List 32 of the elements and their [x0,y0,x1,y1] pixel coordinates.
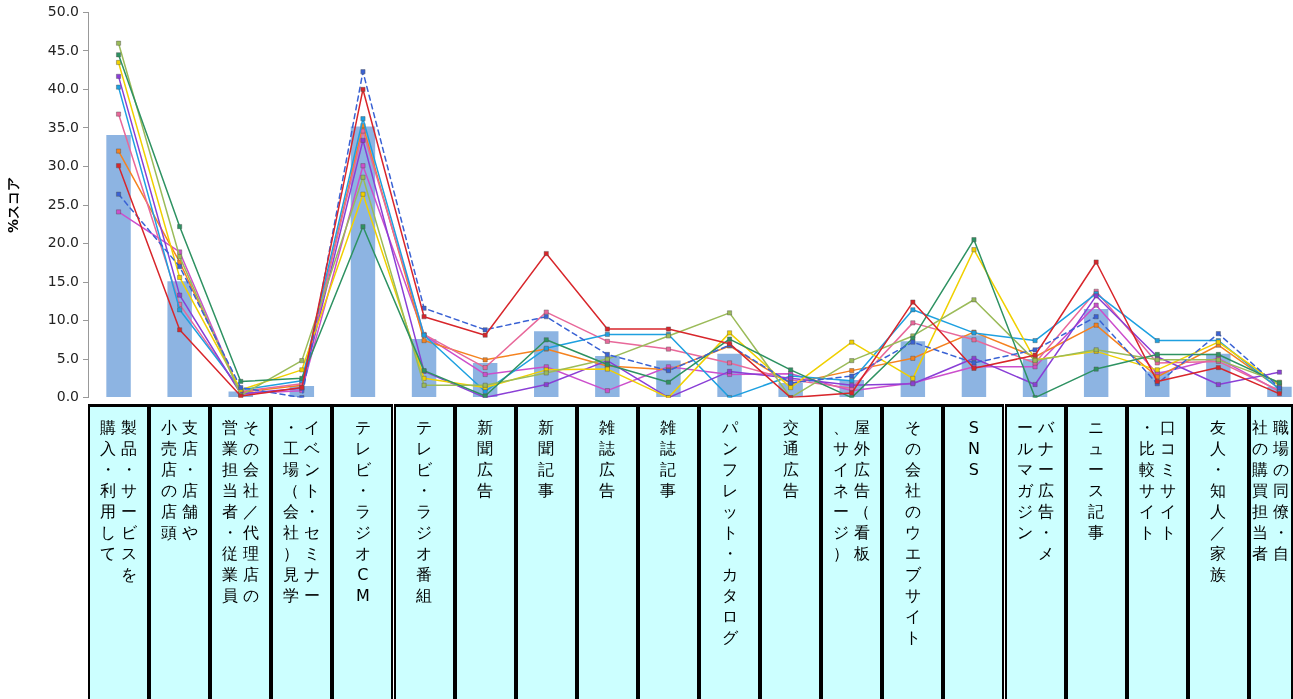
x-tick-label: 雑誌広告 [599,418,616,500]
x-tick-label: 交通広告 [782,418,799,500]
y-tick-label: 20.0 [47,234,79,251]
category-label: バナー広告・メールマガジン [1016,418,1054,563]
x-tick-label: 新聞記事 [538,418,555,500]
category-label: イベント・セミナー・工場（会社）見学 [283,418,321,605]
x-tick-label: 雑誌記事 [660,418,677,500]
y-tick-label: 0.0 [56,388,79,405]
category-label: テレビ・ラジオCM [354,418,371,605]
category-label: その会社のウエブサイト [904,418,921,647]
y-tick-label: 5.0 [56,349,79,366]
category-label: その会社／代理店の営業担当者・従業員 [222,418,260,605]
y-tick-label: 30.0 [47,157,79,174]
category-label: テレビ・ラジオ番組 [416,418,433,605]
y-tick-label: 25.0 [47,195,79,212]
x-tick-label: 新聞広告 [477,418,494,500]
y-tick-label: 50.0 [47,3,79,20]
y-tick-label: 40.0 [47,80,79,97]
category-label: 支店・店舗や小売店の店頭 [161,418,199,542]
y-tick-label: 10.0 [47,311,79,328]
x-tick-label: SNS [967,418,980,479]
y-tick-label: 45.0 [47,41,79,58]
y-axis-title: %スコア [5,176,22,234]
category-label: 口コミサイト・比較サイト [1138,418,1176,542]
x-tick-label: 友人・知人／家族 [1210,418,1227,584]
category-label: パンフレット・カタログ [721,418,738,647]
y-tick-label: 35.0 [47,118,79,135]
category-label: 製品・サービスを購入・利用して [100,418,138,584]
y-tick-label: 15.0 [47,272,79,289]
category-label: 職場の同僚・自社の購買担当者 [1252,418,1290,563]
x-tick-label: ニュース記事 [1088,418,1105,542]
category-label: 屋外広告（看板、サイネージ） [833,418,871,563]
